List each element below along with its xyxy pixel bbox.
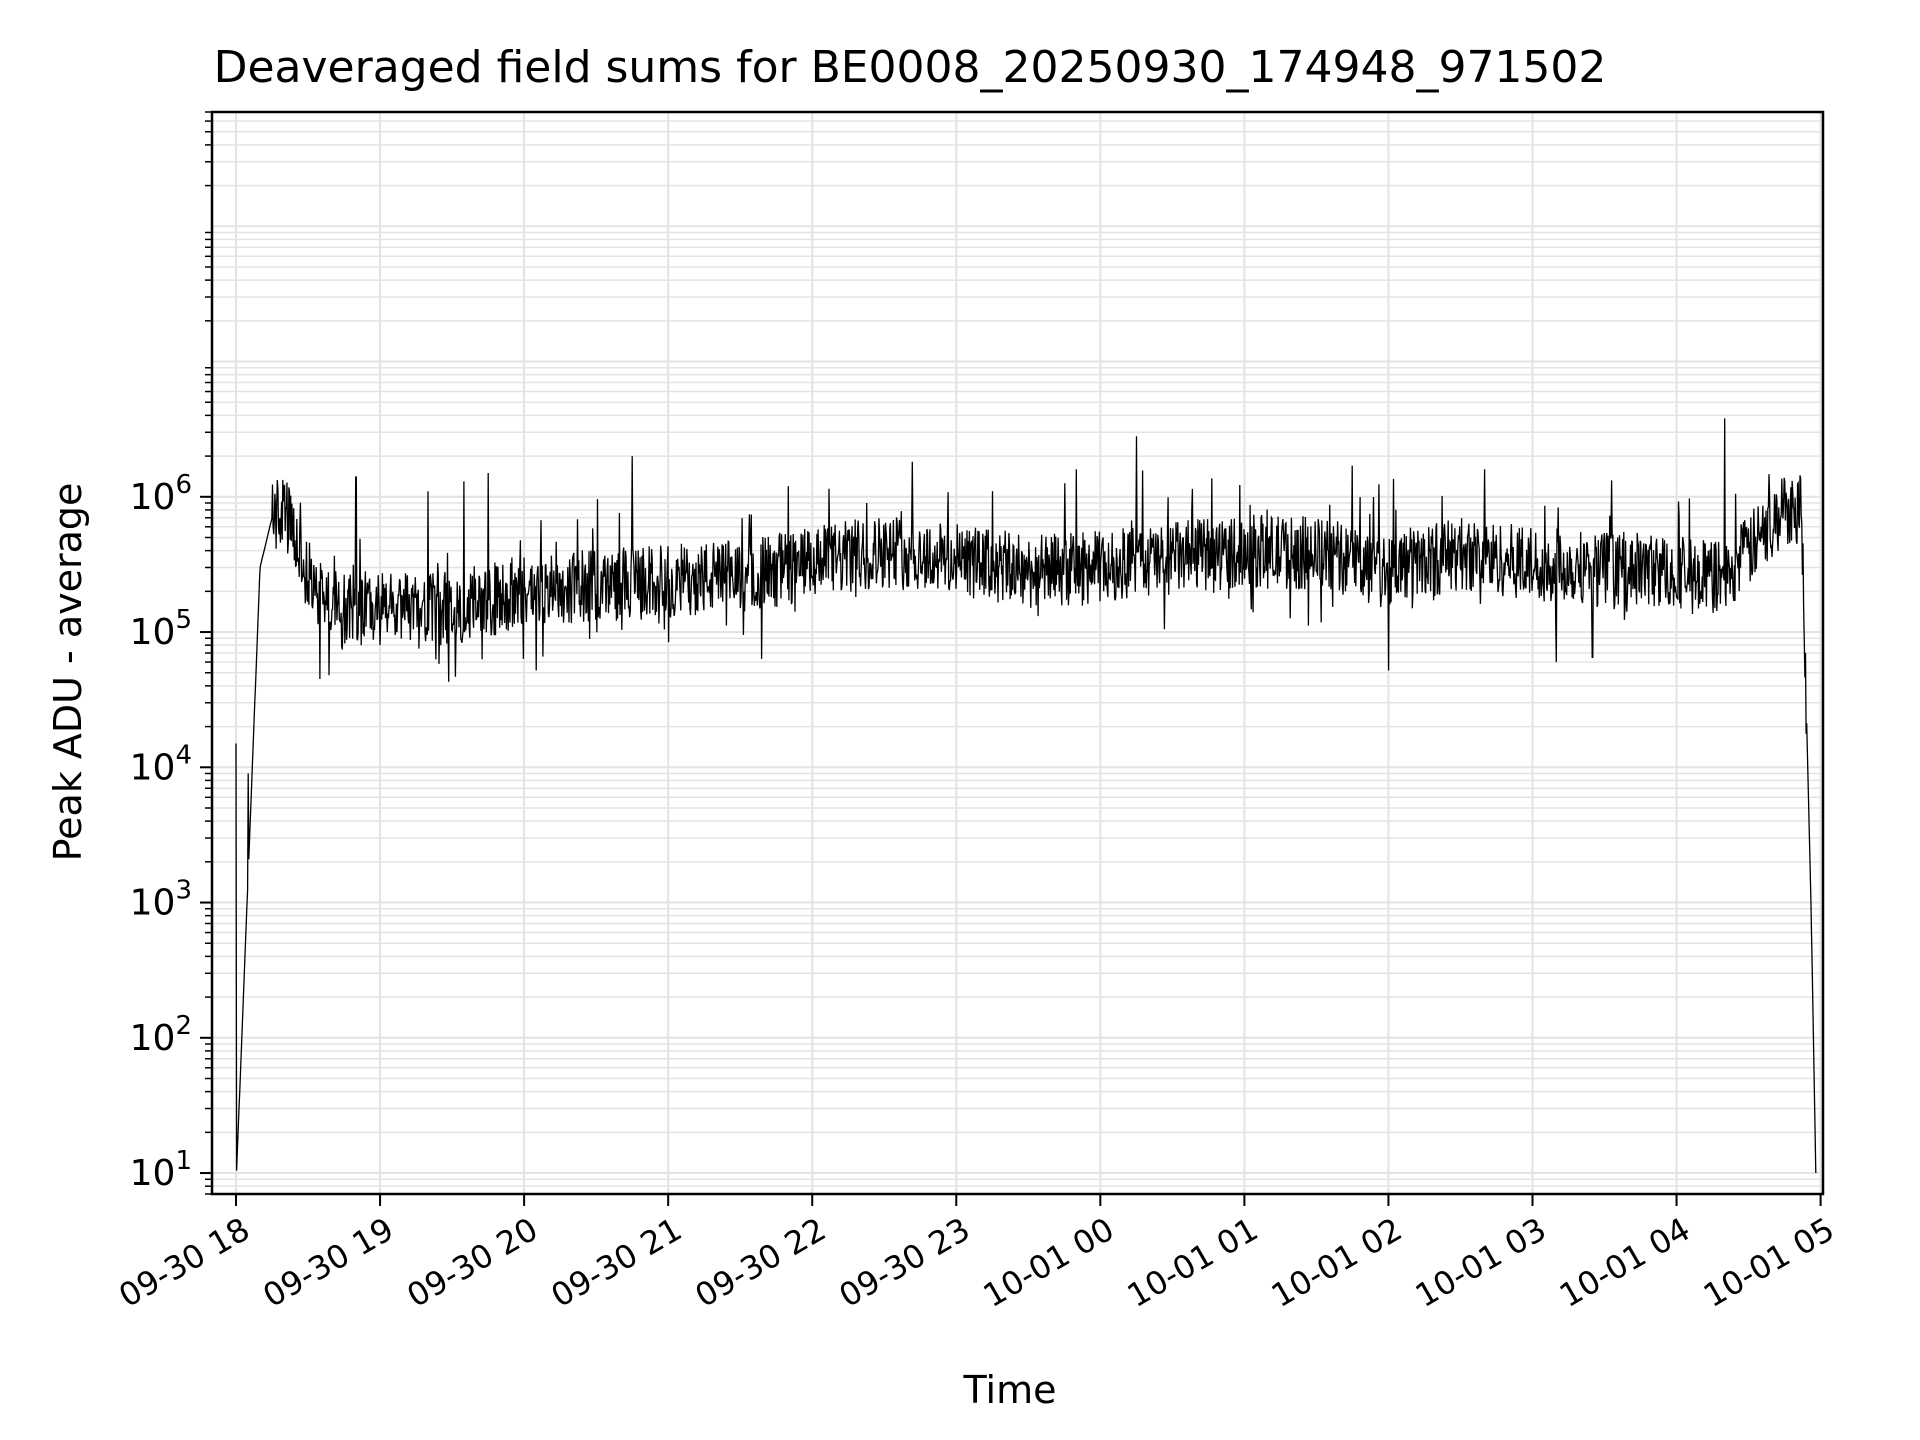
data-series <box>235 418 1817 1174</box>
x-tick-label: 10-01 03 <box>1409 1210 1553 1315</box>
y-tick-label: 102 <box>130 1011 192 1059</box>
x-tick-label: 10-01 02 <box>1265 1210 1409 1315</box>
x-axis-label: Time <box>963 1368 1057 1412</box>
x-tick-label: 09-30 19 <box>256 1210 400 1315</box>
y-tick-label: 104 <box>130 740 192 788</box>
x-tick-label: 09-30 21 <box>545 1210 689 1315</box>
y-tick-label: 101 <box>130 1146 192 1194</box>
x-tick-label: 10-01 00 <box>977 1210 1121 1315</box>
x-tick-label: 10-01 04 <box>1553 1210 1697 1315</box>
y-axis-label: Peak ADU - average <box>46 482 90 862</box>
chart-title: Deaveraged field sums for BE0008_2025093… <box>213 42 1607 93</box>
y-axis: 101 102 103 104 105 106 <box>130 111 212 1195</box>
y-tick-label: 105 <box>130 605 192 653</box>
grid-lines <box>212 111 1823 1195</box>
x-tick-label: 09-30 20 <box>401 1210 545 1315</box>
y-tick-label: 103 <box>130 876 192 924</box>
x-tick-label: 10-01 01 <box>1121 1210 1265 1315</box>
x-tick-label: 09-30 22 <box>689 1210 833 1315</box>
y-tick-label: 106 <box>130 470 192 518</box>
x-tick-label: 09-30 18 <box>112 1210 256 1315</box>
x-tick-label: 09-30 23 <box>833 1210 977 1315</box>
x-axis: 09-30 18 09-30 19 09-30 20 09-30 21 09-30 22… <box>112 1194 1841 1315</box>
series-line <box>235 418 1817 1174</box>
x-tick-label: 10-01 05 <box>1697 1210 1841 1315</box>
